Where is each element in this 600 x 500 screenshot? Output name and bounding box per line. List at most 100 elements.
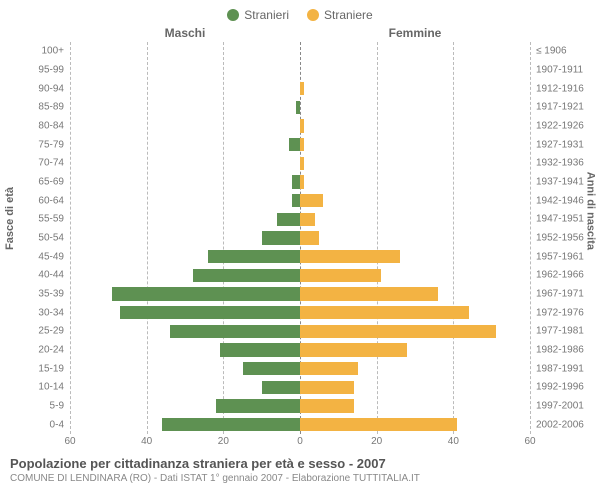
legend-label: Stranieri [244, 8, 289, 22]
col-header-right: Femmine [300, 26, 530, 40]
bar-male [220, 343, 301, 356]
bar-area-male [70, 42, 300, 61]
bar-row: 10-141992-1996 [70, 378, 530, 397]
bar-male [162, 418, 300, 431]
bar-row: 55-591947-1951 [70, 210, 530, 229]
bar-male [112, 287, 300, 300]
bar-row: 60-641942-1946 [70, 191, 530, 210]
bar-row: 30-341972-1976 [70, 303, 530, 322]
bar-male [292, 194, 300, 207]
age-label: 95-99 [38, 65, 70, 76]
legend-swatch [227, 9, 239, 21]
bar-female [300, 213, 315, 226]
bar-female [300, 381, 354, 394]
bar-row: 25-291977-1981 [70, 322, 530, 341]
age-label: 50-54 [38, 233, 70, 244]
bar-area-male [70, 98, 300, 117]
birth-year-label: 1982-1986 [530, 345, 584, 356]
age-label: 45-49 [38, 251, 70, 262]
bar-area-male [70, 341, 300, 360]
bar-male [262, 381, 300, 394]
age-label: 90-94 [38, 83, 70, 94]
birth-year-label: 1912-1916 [530, 83, 584, 94]
bar-female [300, 325, 496, 338]
birth-year-label: 1922-1926 [530, 121, 584, 132]
age-label: 40-44 [38, 270, 70, 281]
legend: Stranieri Straniere [0, 0, 600, 26]
bar-row: 0-42002-2006 [70, 415, 530, 434]
chart-subtitle: COMUNE DI LENDINARA (RO) - Dati ISTAT 1°… [10, 473, 590, 484]
y-axis-right-title: Anni di nascita [584, 172, 596, 250]
x-axis: 6040200204060 [70, 434, 530, 450]
birth-year-label: ≤ 1906 [530, 46, 567, 57]
bar-area-female [300, 173, 530, 192]
bar-female [300, 306, 469, 319]
bar-area-male [70, 397, 300, 416]
bar-female [300, 269, 381, 282]
birth-year-label: 1967-1971 [530, 289, 584, 300]
age-label: 0-4 [50, 419, 70, 430]
bar-area-male [70, 285, 300, 304]
legend-item: Stranieri [227, 8, 289, 22]
bar-male [289, 138, 301, 151]
x-tick: 0 [297, 436, 303, 447]
age-label: 55-59 [38, 214, 70, 225]
bar-area-male [70, 210, 300, 229]
bar-female [300, 287, 438, 300]
birth-year-label: 2002-2006 [530, 419, 584, 430]
bar-male [262, 231, 300, 244]
bar-area-female [300, 247, 530, 266]
age-label: 60-64 [38, 195, 70, 206]
bar-area-male [70, 79, 300, 98]
bar-area-male [70, 154, 300, 173]
plot-area: 100+≤ 190695-991907-191190-941912-191685… [70, 42, 530, 434]
bar-male [243, 362, 301, 375]
bar-row: 5-91997-2001 [70, 397, 530, 416]
y-axis-left-title: Fasce di età [4, 187, 16, 250]
bar-area-female [300, 359, 530, 378]
bar-female [300, 343, 407, 356]
bar-area-male [70, 359, 300, 378]
x-tick: 60 [524, 436, 535, 447]
bar-area-female [300, 341, 530, 360]
bar-row: 100+≤ 1906 [70, 42, 530, 61]
age-label: 5-9 [50, 401, 70, 412]
bar-female [300, 82, 304, 95]
birth-year-label: 1932-1936 [530, 158, 584, 169]
bar-male [208, 250, 300, 263]
age-label: 100+ [41, 46, 70, 57]
birth-year-label: 1972-1976 [530, 307, 584, 318]
legend-item: Straniere [307, 8, 373, 22]
bar-row: 35-391967-1971 [70, 285, 530, 304]
bar-female [300, 138, 304, 151]
birth-year-label: 1997-2001 [530, 401, 584, 412]
bar-female [300, 231, 319, 244]
bar-area-female [300, 79, 530, 98]
bar-female [300, 399, 354, 412]
bar-female [300, 362, 358, 375]
birth-year-label: 1937-1941 [530, 177, 584, 188]
legend-label: Straniere [324, 8, 373, 22]
x-tick: 40 [141, 436, 152, 447]
bar-area-female [300, 229, 530, 248]
column-headers: Maschi Femmine [0, 26, 600, 42]
bar-area-female [300, 135, 530, 154]
birth-year-label: 1947-1951 [530, 214, 584, 225]
bar-area-female [300, 210, 530, 229]
bar-female [300, 157, 304, 170]
age-label: 70-74 [38, 158, 70, 169]
bar-row: 95-991907-1911 [70, 61, 530, 80]
bar-area-male [70, 415, 300, 434]
birth-year-label: 1927-1931 [530, 139, 584, 150]
age-label: 65-69 [38, 177, 70, 188]
bar-rows: 100+≤ 190695-991907-191190-941912-191685… [70, 42, 530, 434]
bar-area-female [300, 285, 530, 304]
age-label: 20-24 [38, 345, 70, 356]
bar-male [277, 213, 300, 226]
age-label: 15-19 [38, 363, 70, 374]
bar-row: 50-541952-1956 [70, 229, 530, 248]
bar-area-female [300, 378, 530, 397]
bar-row: 90-941912-1916 [70, 79, 530, 98]
bar-row: 85-891917-1921 [70, 98, 530, 117]
bar-area-male [70, 303, 300, 322]
